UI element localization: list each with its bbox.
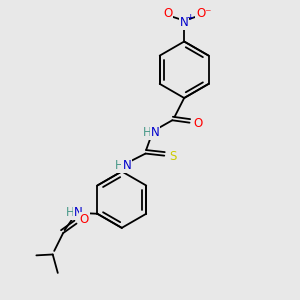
Text: N: N <box>180 16 189 29</box>
Text: O: O <box>80 213 89 226</box>
Text: S: S <box>169 150 176 163</box>
Text: O⁻: O⁻ <box>196 8 212 20</box>
Text: H: H <box>66 206 75 219</box>
Text: N: N <box>122 159 131 172</box>
Text: H: H <box>143 126 152 139</box>
Text: O: O <box>163 8 172 20</box>
Text: O: O <box>193 117 202 130</box>
Text: H: H <box>114 159 123 172</box>
Text: N: N <box>74 206 83 219</box>
Text: +: + <box>186 13 193 22</box>
Text: N: N <box>151 126 159 139</box>
